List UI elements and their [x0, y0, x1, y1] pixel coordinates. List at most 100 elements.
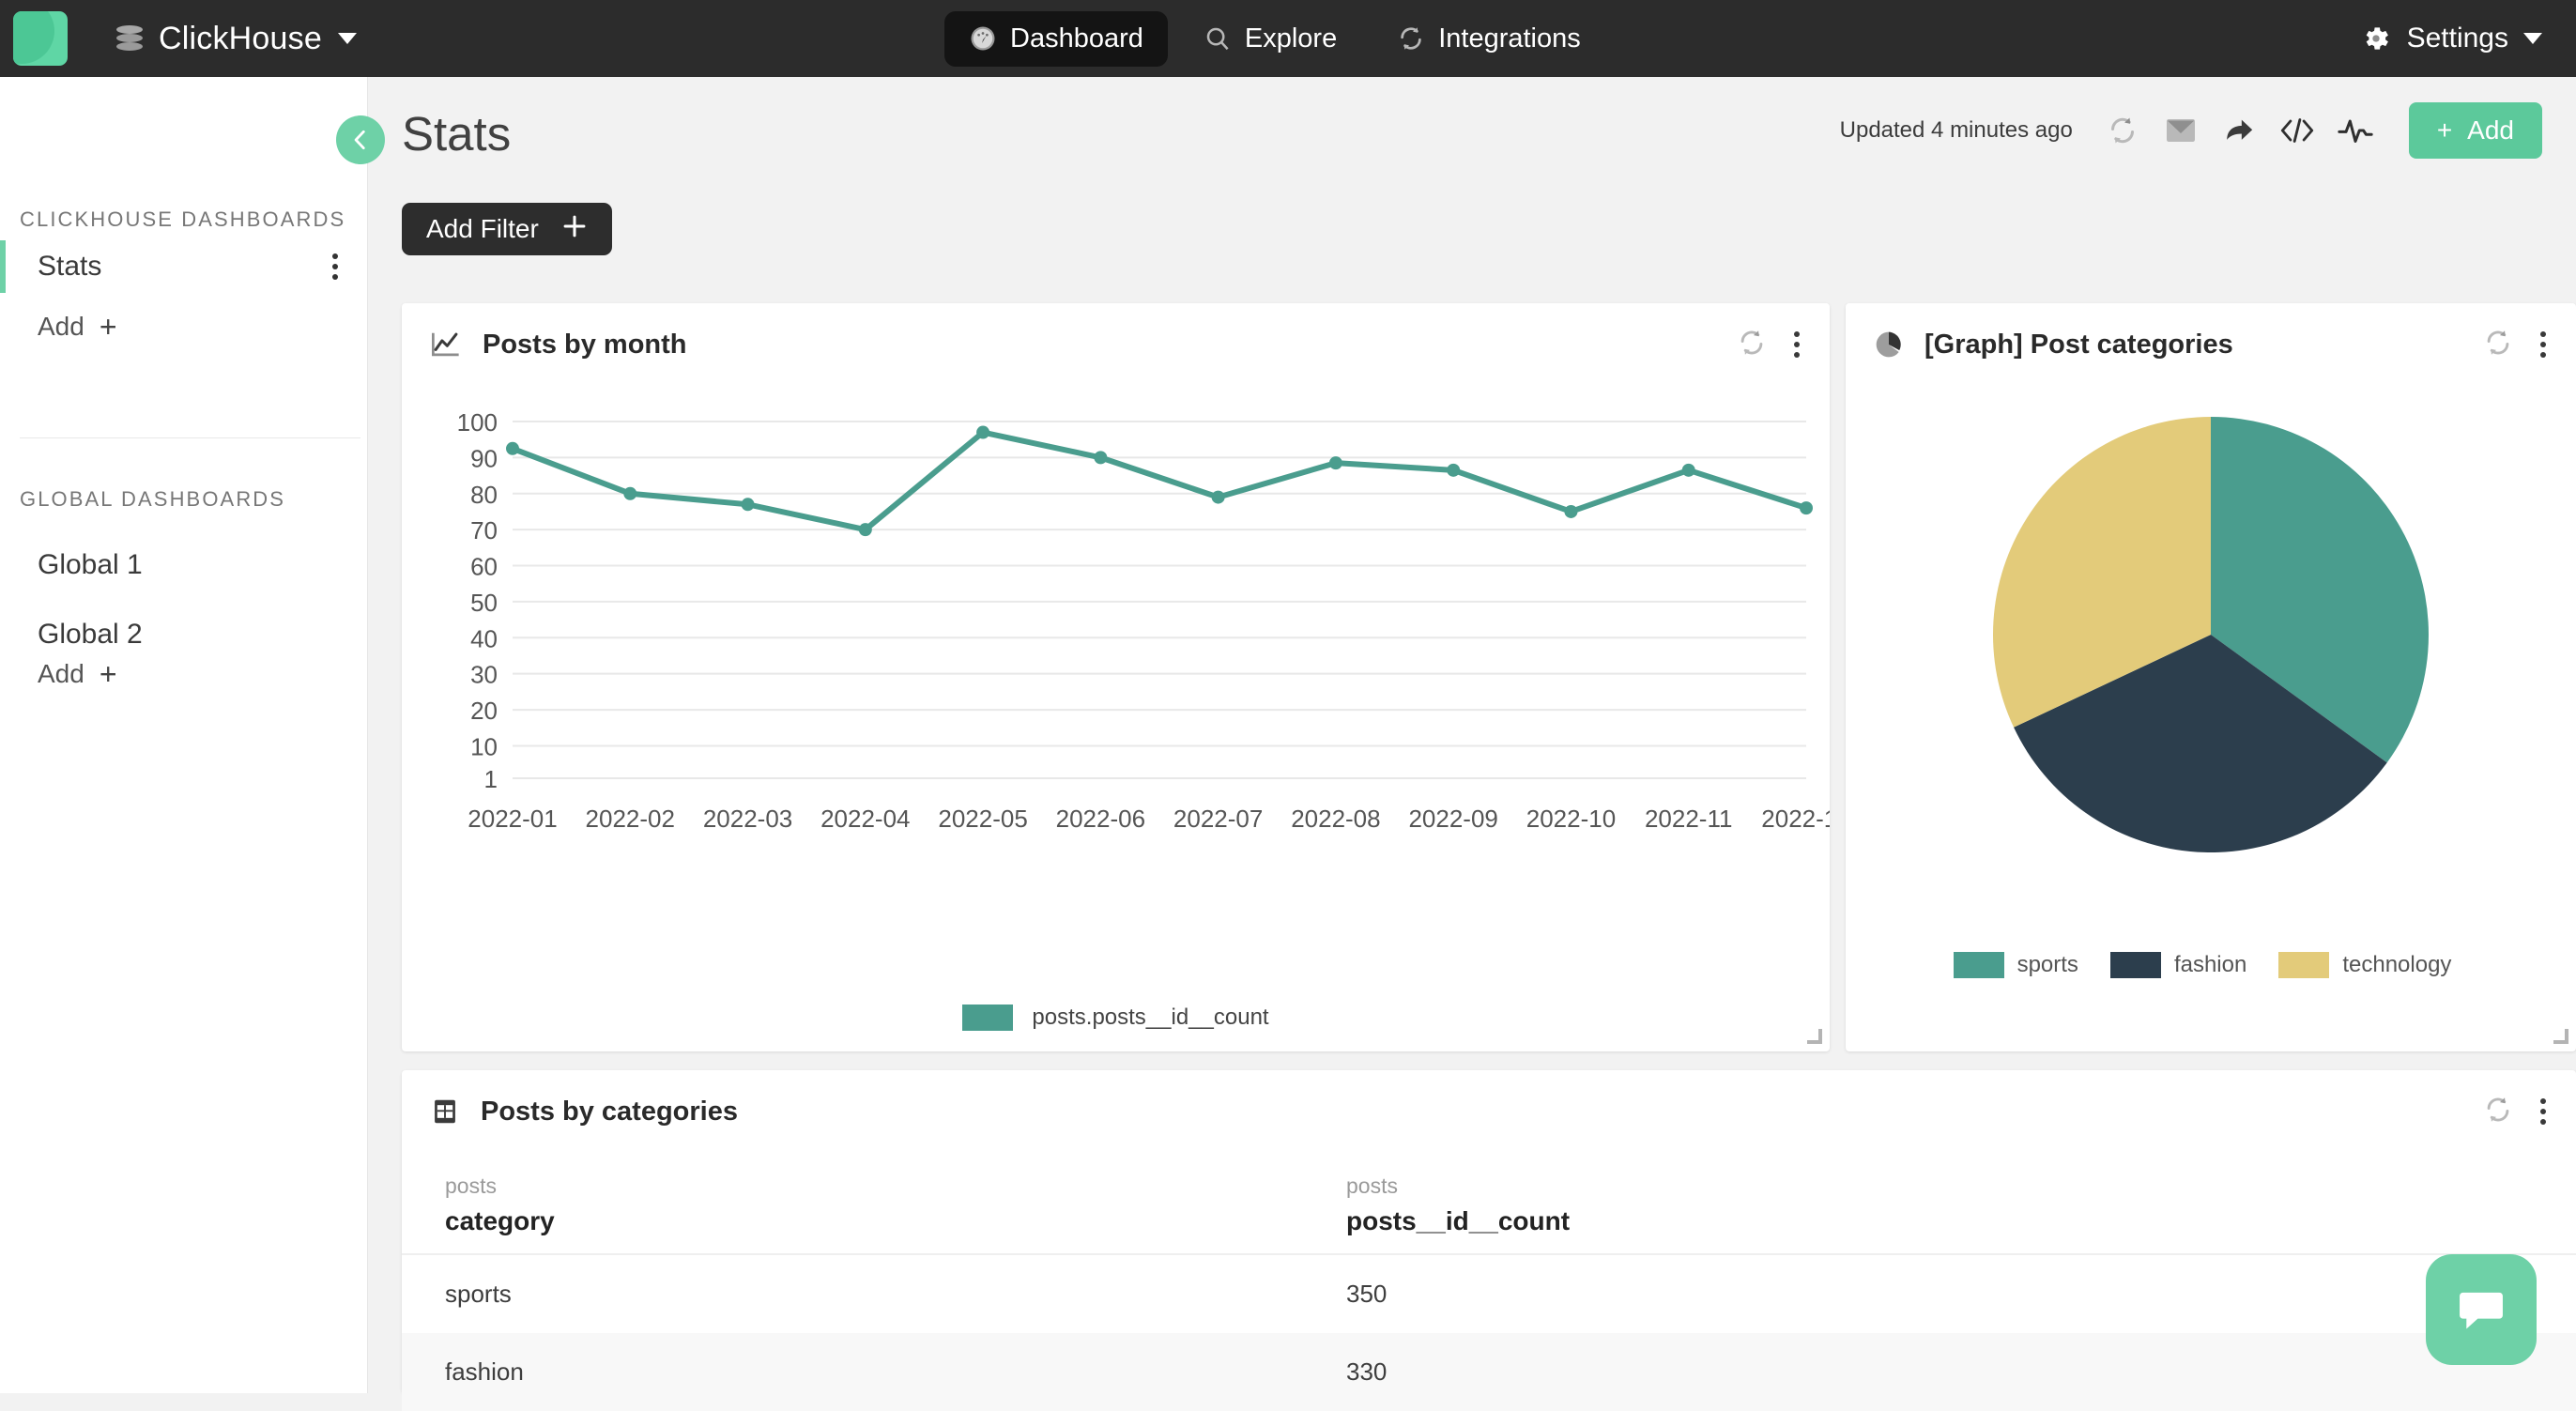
card-title: [Graph] Post categories [1924, 330, 2233, 360]
plus-icon: + [100, 312, 117, 342]
svg-text:2022-11: 2022-11 [1645, 805, 1733, 833]
sidebar-collapse-button[interactable] [336, 115, 385, 164]
refresh-icon [2106, 114, 2139, 147]
card-refresh-button[interactable] [2482, 327, 2514, 363]
svg-text:70: 70 [470, 516, 498, 544]
table-column-category[interactable]: posts category [402, 1153, 1303, 1254]
add-button-label: Add [2467, 115, 2514, 146]
nav-label-integrations: Integrations [1438, 23, 1581, 54]
search-icon [1204, 24, 1232, 53]
sidebar-item-stats[interactable]: Stats [0, 240, 368, 293]
settings-menu[interactable]: Settings [2360, 0, 2542, 77]
legend-swatch [962, 1005, 1013, 1031]
table-icon [430, 1097, 460, 1126]
nav-label-dashboard: Dashboard [1010, 23, 1143, 54]
plus-icon: + [2437, 115, 2452, 146]
dashboard-icon [969, 24, 997, 53]
add-filter-label: Add Filter [426, 214, 539, 244]
mail-icon [2164, 116, 2198, 145]
nav-item-explore[interactable]: Explore [1179, 11, 1361, 67]
cell-count: 330 [1303, 1333, 2576, 1411]
card-refresh-button[interactable] [2482, 1094, 2514, 1130]
svg-text:80: 80 [470, 481, 498, 509]
legend-entry[interactable]: technology [2278, 952, 2468, 978]
table-head: posts category posts posts__id__count [402, 1153, 2576, 1254]
pie-chart-icon [1874, 330, 1904, 360]
gear-icon [2360, 23, 2392, 54]
legend-label: fashion [2174, 952, 2246, 978]
active-indicator [0, 240, 6, 293]
nav-item-dashboard[interactable]: Dashboard [944, 11, 1168, 67]
nav-label-explore: Explore [1245, 23, 1337, 54]
svg-text:20: 20 [470, 697, 498, 725]
pie-chart-area: sports fashion technology [1846, 386, 2576, 1051]
card-refresh-button[interactable] [1736, 327, 1768, 363]
svg-text:2022-03: 2022-03 [703, 805, 792, 833]
app-logo[interactable] [13, 11, 68, 66]
active-indicator [0, 539, 6, 591]
sidebar-add-label: Add [38, 659, 84, 689]
card-title: Posts by categories [481, 1097, 738, 1127]
code-button[interactable] [2268, 101, 2326, 160]
top-navigation-bar: ClickHouse Dashboard Explore [0, 0, 2576, 77]
legend-swatch [2278, 952, 2329, 978]
brand-selector[interactable]: ClickHouse [116, 21, 357, 57]
card-header: Posts by month [402, 303, 1830, 386]
sidebar-item-global-2[interactable]: Global 2 [0, 608, 368, 661]
svg-text:2022-07: 2022-07 [1173, 805, 1263, 833]
chat-widget-button[interactable] [2426, 1254, 2537, 1365]
add-filter-button[interactable]: Add Filter [402, 203, 612, 255]
card-actions [2482, 1093, 2552, 1130]
svg-text:30: 30 [470, 661, 498, 689]
sidebar-add-clickhouse-dashboard[interactable]: Add + [38, 312, 117, 342]
svg-text:10: 10 [470, 732, 498, 760]
column-subtitle: posts [445, 1173, 1303, 1199]
sidebar-item-global-1[interactable]: Global 1 [0, 539, 368, 591]
legend-label: sports [2017, 952, 2078, 978]
refresh-button[interactable] [2093, 101, 2152, 160]
brand-label: ClickHouse [159, 21, 322, 57]
svg-text:50: 50 [470, 589, 498, 617]
card-menu-icon[interactable] [2535, 326, 2552, 363]
svg-text:2022-12: 2022-12 [1761, 805, 1830, 833]
add-button[interactable]: + Add [2409, 102, 2542, 159]
svg-text:2022-06: 2022-06 [1056, 805, 1145, 833]
email-button[interactable] [2152, 101, 2210, 160]
column-subtitle: posts [1346, 1173, 2576, 1199]
card-resize-handle[interactable] [1807, 1029, 1822, 1044]
sidebar-add-global-dashboard[interactable]: Add + [38, 659, 117, 689]
column-title: posts__id__count [1346, 1206, 1570, 1235]
svg-text:2022-08: 2022-08 [1291, 805, 1380, 833]
activity-button[interactable] [2326, 101, 2384, 160]
card-menu-icon[interactable] [2535, 1093, 2552, 1130]
sidebar-add-label: Add [38, 312, 84, 342]
share-button[interactable] [2210, 101, 2268, 160]
nav-item-integrations[interactable]: Integrations [1372, 11, 1605, 67]
cell-category: sports [402, 1254, 1303, 1333]
card-header: Posts by categories [402, 1070, 2576, 1153]
legend-entry[interactable]: sports [1954, 952, 2095, 978]
svg-text:2022-02: 2022-02 [586, 805, 675, 833]
card-actions [2482, 326, 2552, 363]
card-post-categories: [Graph] Post categories sports fashion tec… [1846, 303, 2576, 1051]
sidebar-item-menu-icon[interactable] [332, 253, 338, 280]
card-resize-handle[interactable] [2553, 1029, 2568, 1044]
legend-entry[interactable]: fashion [2110, 952, 2263, 978]
table-column-count[interactable]: posts posts__id__count [1303, 1153, 2576, 1254]
svg-text:40: 40 [470, 624, 498, 652]
sidebar-section-global: GLOBAL DASHBOARDS [20, 487, 285, 512]
svg-text:2022-09: 2022-09 [1408, 805, 1497, 833]
card-menu-icon[interactable] [1788, 326, 1805, 363]
pie-chart-svg [1846, 386, 2576, 912]
refresh-icon [2482, 327, 2514, 359]
line-chart-legend: posts.posts__id__count [402, 1005, 1830, 1031]
card-posts-by-categories: Posts by categories posts category [402, 1070, 2576, 1393]
chat-bubble-icon [2454, 1282, 2508, 1337]
legend-swatch [2110, 952, 2161, 978]
main-nav: Dashboard Explore Integrations [944, 0, 1605, 77]
